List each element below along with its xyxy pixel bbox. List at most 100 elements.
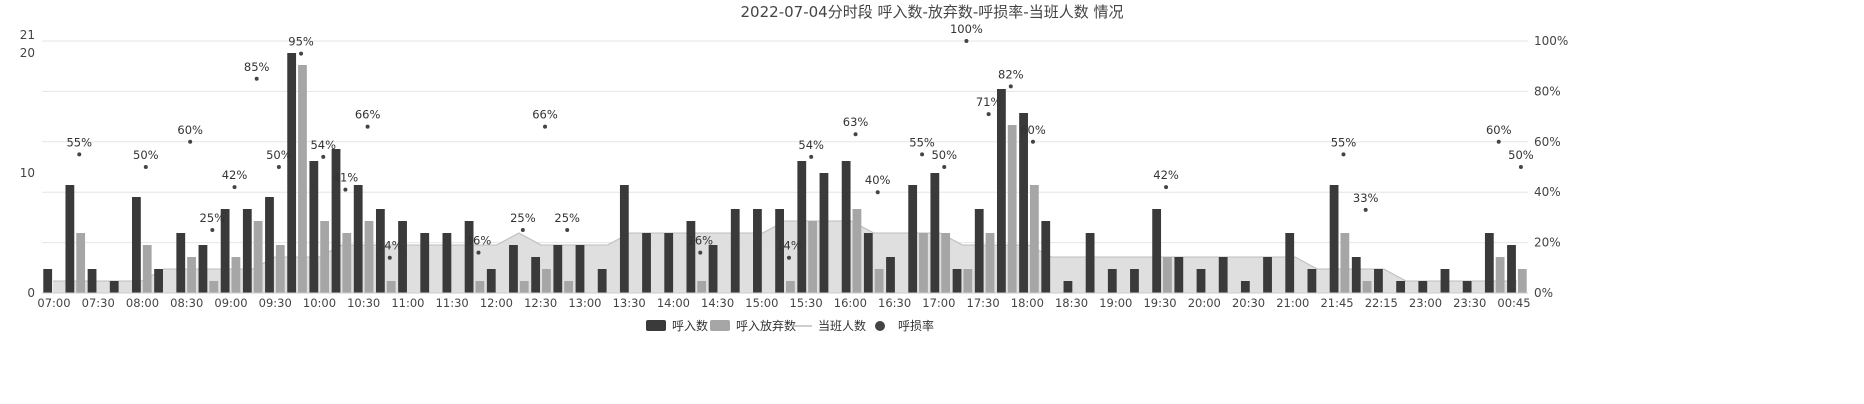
rate-label: 100% [950, 22, 983, 36]
staff-line [53, 220, 1517, 282]
y-tick-right: 0% [1534, 286, 1553, 300]
x-tick-label: 23:30 [1453, 296, 1486, 310]
calls-bar [597, 269, 607, 293]
abandoned-bar [919, 233, 928, 293]
x-tick-label: 13:30 [613, 296, 646, 310]
abandoned-bar [697, 281, 707, 293]
rate-point [143, 165, 148, 169]
x-tick-label: 15:00 [745, 296, 778, 310]
rate-point [964, 39, 969, 43]
rate-label: 66% [532, 108, 558, 122]
calls-bar [619, 185, 629, 293]
rate-point [986, 112, 991, 117]
y-axis-left: 0 10 20 21 [20, 28, 35, 300]
rate-label: 42% [222, 168, 248, 182]
calls-bar [1418, 281, 1428, 293]
calls-bar [287, 53, 297, 293]
x-tick-label: 07:30 [82, 296, 115, 310]
rate-label: 33% [1353, 191, 1379, 205]
legend-rate[interactable]: 呼损率 [875, 318, 934, 333]
x-tick-label: 19:30 [1143, 296, 1176, 310]
abandoned-bar [298, 65, 307, 293]
rate-label: 16% [688, 234, 714, 248]
y-tick-right: 100% [1534, 34, 1568, 48]
rate-point [853, 132, 858, 137]
rate-label: 54% [310, 138, 336, 152]
x-tick-label: 17:00 [922, 296, 955, 310]
calls-bar [176, 233, 186, 293]
abandoned-bar [1362, 281, 1372, 293]
rate-point [809, 154, 814, 159]
rate-point [942, 165, 947, 169]
legend-calls[interactable]: 呼入数 [646, 318, 708, 333]
rate-label: 71% [976, 95, 1002, 109]
calls-bar [775, 209, 784, 293]
x-tick-label: 10:30 [347, 296, 380, 310]
calls-bar [886, 257, 895, 293]
x-tick-label: 19:00 [1099, 296, 1132, 310]
rate-label: 54% [798, 138, 824, 152]
calls-bar [664, 233, 674, 293]
x-tick-label: 21:45 [1320, 296, 1353, 310]
x-axis: 07:00 07:30 08:00 08:30 09:00 09:30 10:00 10:30… [37, 292, 1531, 310]
abandoned-bar [275, 245, 285, 293]
abandoned-bar [941, 233, 951, 293]
calls-bar [841, 161, 851, 293]
abandoned-bar [852, 209, 862, 293]
rate-label: 14% [377, 239, 403, 253]
abandoned-bar [320, 221, 330, 293]
rate-label: 50% [931, 148, 957, 162]
abandoned-bar [364, 221, 374, 293]
calls-bar [220, 209, 230, 293]
x-tick-label: 15:30 [790, 296, 823, 310]
y-axis-right: 0% 20% 40% 60% 80% 100% [1534, 34, 1568, 300]
abandoned-bar [1340, 233, 1350, 293]
rate-label: 40% [865, 173, 891, 187]
calls-bar [154, 269, 163, 293]
calls-bar [65, 185, 75, 293]
calls-bar [996, 89, 1006, 293]
rate-label: 60% [1486, 123, 1512, 137]
x-tick-label: 18:00 [1011, 296, 1044, 310]
legend-staff[interactable]: 当班人数 [792, 318, 866, 333]
rate-point [1341, 152, 1346, 157]
legend-staff-label: 当班人数 [818, 318, 866, 333]
x-tick-label: 11:30 [436, 296, 469, 310]
staff-area [53, 221, 1517, 293]
calls-bar [1152, 209, 1162, 293]
calls-bar [109, 281, 119, 293]
legend-abandoned[interactable]: 呼入放弃数 [710, 318, 796, 333]
rate-point [1496, 139, 1501, 144]
calls-bar [863, 233, 873, 293]
calls-bar [1329, 185, 1339, 293]
abandoned-bar [564, 281, 574, 293]
legend[interactable]: 呼入数 呼入放弃数 当班人数 呼损率 [646, 318, 934, 333]
abandoned-bar [76, 233, 86, 293]
y-tick-left: 20 [20, 46, 35, 60]
abandoned-bar [808, 221, 817, 293]
calls-bar [1130, 269, 1139, 293]
x-tick-label: 16:30 [878, 296, 911, 310]
rate-point [565, 228, 570, 232]
calls-bar [819, 173, 829, 293]
rate-label: 25% [510, 211, 536, 225]
calls-bar [930, 173, 940, 293]
rate-point [77, 152, 82, 157]
rate-point [387, 255, 392, 260]
rate-label: 60% [1020, 123, 1046, 137]
x-tick-label: 16:00 [834, 296, 867, 310]
x-tick-label: 00:45 [1497, 296, 1530, 310]
rate-label: 66% [355, 108, 381, 122]
rate-point [920, 152, 925, 157]
calls-bar [1019, 113, 1028, 293]
calls-bar [1484, 233, 1494, 293]
x-tick-label: 13:00 [568, 296, 601, 310]
y-tick-right: 80% [1534, 84, 1561, 98]
rate-point [698, 250, 703, 255]
rate-point [1030, 139, 1035, 144]
calls-bar [1374, 269, 1383, 293]
calls-bar [686, 221, 696, 293]
legend-calls-swatch [646, 320, 666, 331]
y-tick-left: 21 [20, 28, 35, 42]
